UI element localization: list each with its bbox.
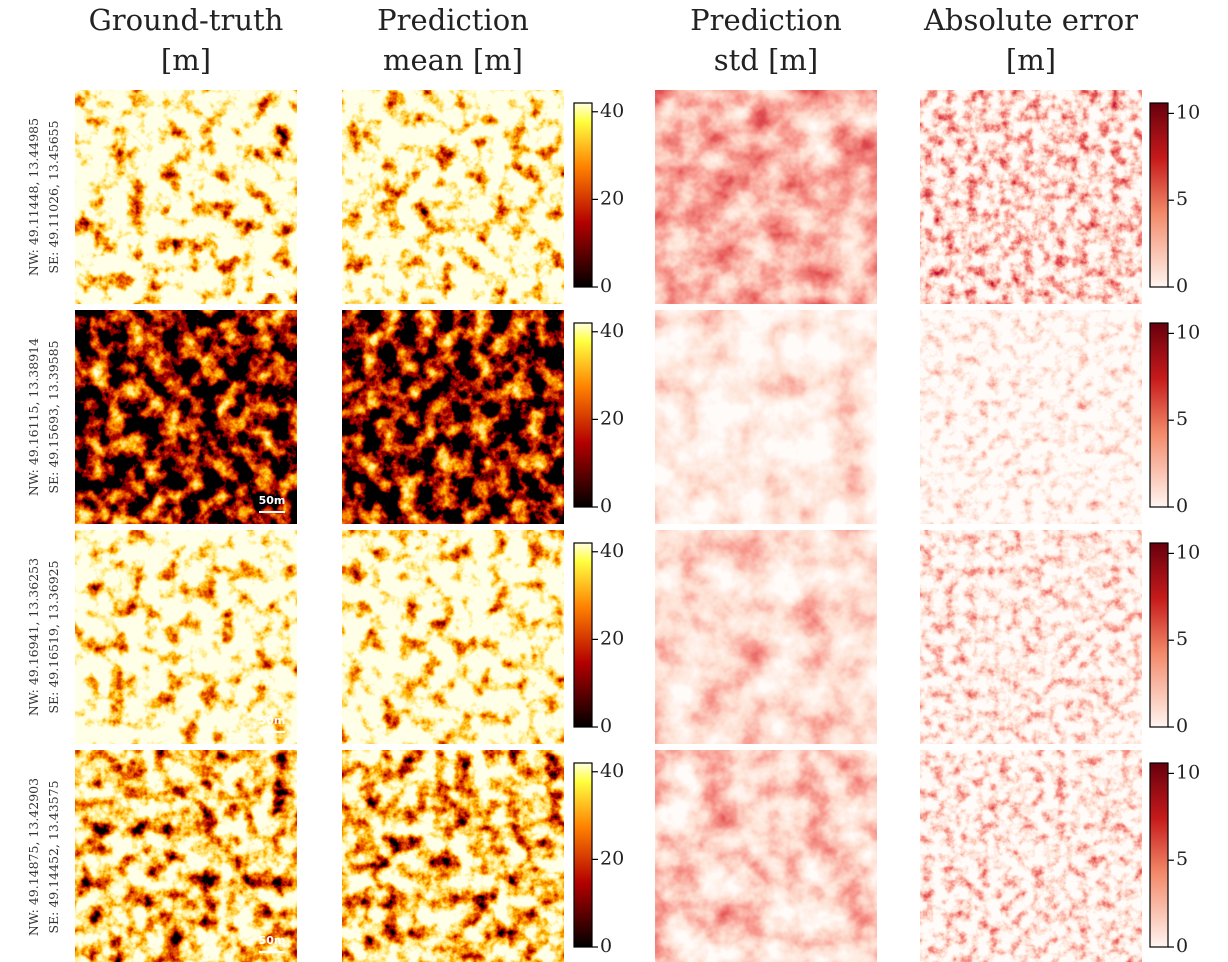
prediction-mean-map	[342, 90, 564, 304]
colorbar	[573, 322, 593, 508]
prediction-std-map	[655, 90, 877, 304]
colorbar-tick-label: 0	[600, 935, 612, 957]
colorbar-tick-label: 10	[1176, 101, 1200, 123]
scale-bar-label: 50m	[259, 714, 286, 727]
colorbar-tick-label: 0	[1176, 935, 1188, 957]
column-title: Ground-truth	[89, 3, 284, 37]
absolute-error-map	[920, 530, 1142, 744]
colorbar-tick-label: 0	[600, 495, 612, 517]
colorbar-tick-label: 10	[1176, 761, 1200, 783]
column-title: [m]	[1006, 43, 1056, 77]
absolute-error-map	[920, 90, 1142, 304]
row-label-se: SE: 49.11026, 13.45655	[46, 120, 61, 273]
ground-truth-map	[75, 90, 297, 304]
colorbar-tick-label: 0	[1176, 495, 1188, 517]
colorbar	[1149, 542, 1169, 728]
colorbar	[573, 102, 593, 288]
prediction-mean-map	[342, 530, 564, 744]
colorbar-tick-label: 0	[600, 275, 612, 297]
colorbar-tick-label: 40	[600, 540, 624, 562]
colorbar-tick-label: 20	[600, 407, 624, 429]
colorbar	[1149, 102, 1169, 288]
prediction-std-map	[655, 310, 877, 524]
ground-truth-map	[75, 310, 297, 524]
colorbar-tick-label: 0	[600, 715, 612, 737]
row-label-se: SE: 49.16519, 13.36925	[46, 560, 61, 713]
colorbar-tick-label: 20	[600, 187, 624, 209]
colorbar-tick-label: 0	[1176, 715, 1188, 737]
scale-bar-label: 50m	[259, 494, 286, 507]
scale-bar-label: 50m	[259, 934, 286, 947]
scale-bar-label: 50m	[259, 274, 286, 287]
colorbar-tick-label: 20	[600, 847, 624, 869]
column-title: std [m]	[714, 43, 818, 77]
row-label-nw: NW: 49.14875, 13.42903	[26, 778, 41, 936]
ground-truth-map	[75, 530, 297, 744]
column-title: Absolute error	[923, 3, 1138, 37]
prediction-mean-map	[342, 750, 564, 962]
prediction-mean-map	[342, 310, 564, 524]
colorbar-tick-label: 40	[600, 760, 624, 782]
colorbar-tick-label: 5	[1176, 848, 1188, 870]
colorbar	[573, 542, 593, 728]
absolute-error-map	[920, 750, 1142, 962]
row-label-se: SE: 49.14452, 13.43575	[46, 780, 61, 933]
absolute-error-map	[920, 310, 1142, 524]
ground-truth-map	[75, 750, 297, 962]
row-label-nw: NW: 49.16115, 13.38914	[26, 338, 41, 496]
colorbar-tick-label: 10	[1176, 541, 1200, 563]
column-title: Prediction	[690, 3, 842, 37]
colorbar-tick-label: 5	[1176, 408, 1188, 430]
colorbar-tick-label: 40	[600, 100, 624, 122]
colorbar-tick-label: 5	[1176, 188, 1188, 210]
row-label-se: SE: 49.15693, 13.39585	[46, 340, 61, 493]
colorbar	[1149, 762, 1169, 948]
colorbar-tick-label: 40	[600, 320, 624, 342]
column-title: Prediction	[377, 3, 529, 37]
row-label-nw: NW: 49.16941, 13.36253	[26, 558, 41, 716]
colorbar-tick-label: 0	[1176, 275, 1188, 297]
colorbar	[573, 762, 593, 948]
column-title: mean [m]	[383, 43, 523, 77]
colorbar	[1149, 322, 1169, 508]
row-label-nw: NW: 49.11448, 13.44985	[26, 118, 41, 276]
colorbar-tick-label: 5	[1176, 628, 1188, 650]
colorbar-tick-label: 10	[1176, 321, 1200, 343]
prediction-std-map	[655, 530, 877, 744]
colorbar-tick-label: 20	[600, 627, 624, 649]
prediction-std-map	[655, 750, 877, 962]
column-title: [m]	[161, 43, 211, 77]
